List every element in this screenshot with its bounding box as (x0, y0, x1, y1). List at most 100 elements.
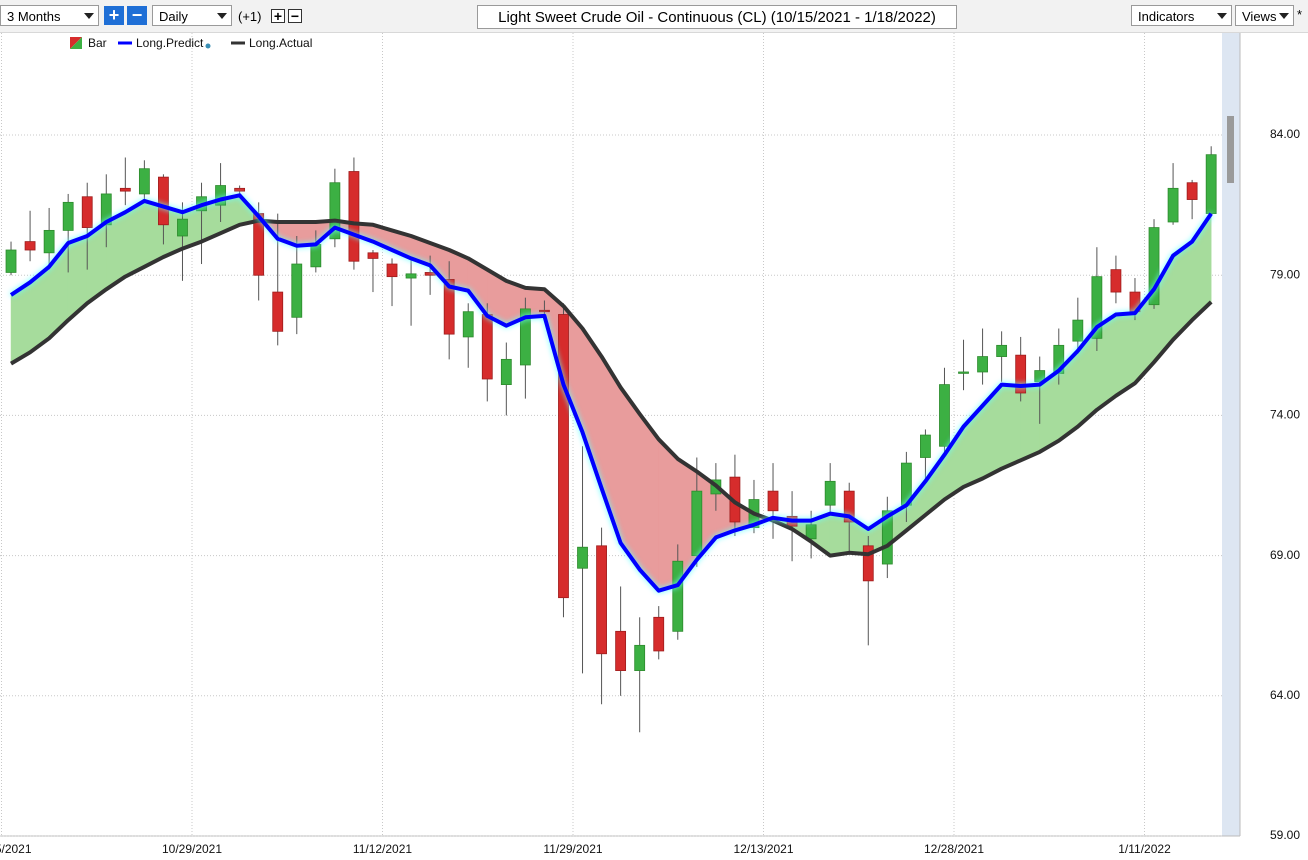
x-tick-label: 11/12/2021 (353, 842, 412, 856)
y-tick-label: 64.00 (1270, 688, 1300, 702)
candle-body (577, 546, 588, 569)
predict-line (9, 193, 1213, 593)
candle-body (310, 244, 322, 268)
candle-body (405, 273, 417, 279)
candle-body (1110, 269, 1122, 293)
chart-title: Light Sweet Crude Oil - Continuous (CL) … (477, 5, 957, 29)
candle-body (158, 176, 169, 226)
candle-body (958, 371, 969, 374)
offset-minus[interactable]: − (288, 9, 302, 23)
legend-icon (70, 37, 82, 49)
candle-body (1186, 182, 1198, 200)
candle-body (234, 187, 246, 192)
views-select[interactable]: Views (1235, 5, 1294, 26)
candle-body (177, 218, 188, 237)
indicators-select[interactable]: Indicators (1131, 5, 1232, 26)
offset-text: (+1) (238, 9, 262, 24)
views-text: Views (1242, 9, 1277, 24)
range-text: 3 Months (7, 9, 61, 24)
candle-body (43, 229, 55, 254)
candle-body (5, 249, 17, 273)
candle-body (1015, 354, 1027, 394)
band-segment (1001, 384, 1021, 470)
candle-body (558, 314, 569, 599)
legend-info-dot[interactable] (205, 43, 211, 49)
candle-body (329, 182, 341, 240)
y-tick-label: 79.00 (1270, 267, 1300, 281)
actual-line (9, 218, 1213, 558)
candle-body (539, 309, 550, 313)
candle-body (691, 490, 703, 557)
candle-body (500, 358, 512, 385)
candle-body (672, 560, 684, 632)
legend-label: Long.Actual (249, 36, 312, 50)
band-segment (1020, 384, 1040, 461)
candle-body (24, 241, 36, 251)
candle-body (1034, 370, 1046, 383)
candles (5, 146, 1217, 733)
x-tick-label: 1/11/2022 (1118, 842, 1171, 856)
candle-body (519, 308, 531, 366)
candle-body (1167, 187, 1179, 223)
x-tick-label: 12/13/2021 (733, 842, 793, 856)
band-segment (620, 386, 640, 571)
x-tick-label: 10/15/2021 (0, 842, 32, 856)
band-segment (639, 413, 659, 592)
candle-body (653, 616, 665, 652)
legend: Bar Long.Predict Long.Actual (70, 36, 312, 50)
candle-body (1091, 276, 1103, 339)
interval-text: Daily (159, 9, 188, 24)
candle-body (881, 510, 893, 565)
candle-body (367, 252, 379, 259)
candle-body (272, 291, 284, 332)
candle-body (291, 263, 303, 318)
candle-body (634, 644, 646, 671)
candle-body (843, 490, 855, 523)
y-tick-label: 69.00 (1270, 548, 1300, 562)
range-select[interactable]: 3 Months (0, 5, 99, 26)
candle-body (62, 201, 74, 231)
candle-body (138, 168, 150, 195)
candle-body (805, 524, 817, 540)
interval-select[interactable]: Daily (152, 5, 232, 26)
candle-body (977, 356, 988, 373)
candle-body (939, 384, 950, 447)
candle-body (1072, 319, 1084, 342)
candle-body (920, 434, 931, 458)
candle-body (215, 185, 226, 206)
candle-body (862, 545, 874, 582)
zoom-out-button[interactable]: − (127, 6, 147, 25)
candle-body (462, 311, 474, 338)
offset-plus[interactable]: + (271, 9, 285, 23)
legend-label: Bar (88, 36, 107, 50)
star[interactable]: * (1297, 7, 1303, 22)
candle-body (443, 279, 455, 335)
candle-body (1148, 227, 1160, 306)
x-tick-label: 11/29/2021 (543, 842, 602, 856)
y-tick-label: 59.00 (1270, 828, 1300, 842)
candle-body (596, 545, 607, 655)
candle-body (824, 480, 836, 506)
indicators-text: Indicators (1138, 9, 1195, 24)
candle-body (386, 263, 398, 278)
legend-label: Long.Predict (136, 36, 204, 50)
zoom-in-button[interactable]: + (104, 6, 124, 25)
candle-body (1205, 154, 1217, 214)
y-tick-label: 84.00 (1270, 127, 1300, 141)
candle-body (348, 171, 360, 262)
toolbar: 3 Months + − Daily (+1) + − Light Sweet … (0, 0, 1308, 33)
candle-body (615, 630, 627, 671)
scroll-thumb[interactable] (1227, 116, 1234, 183)
candle-body (119, 187, 131, 192)
candle-body (100, 193, 112, 226)
band-segment (296, 221, 317, 247)
scroll-area[interactable] (1222, 33, 1240, 836)
candle-body (481, 314, 493, 380)
candle-body (424, 272, 436, 276)
candle-body (1053, 344, 1065, 374)
x-tick-label: 12/28/2021 (924, 842, 984, 856)
candle-body (996, 344, 1008, 357)
y-tick-label: 74.00 (1270, 408, 1300, 422)
